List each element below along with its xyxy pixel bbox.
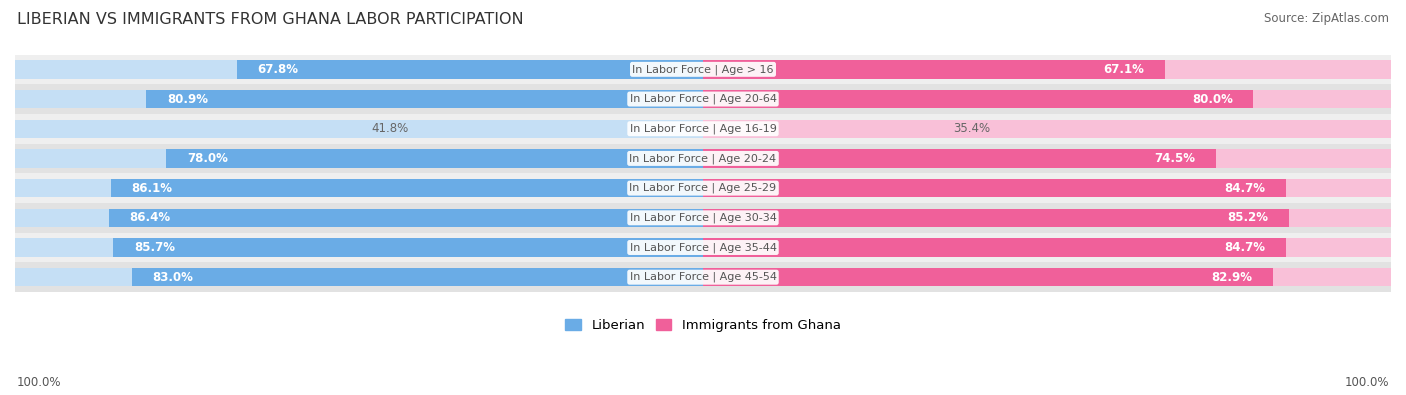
Text: 86.4%: 86.4%: [129, 211, 170, 224]
Bar: [15, 114, 1391, 143]
Bar: [703, 60, 1391, 79]
Bar: [703, 149, 1216, 167]
Bar: [703, 268, 1274, 286]
Bar: [15, 238, 703, 257]
Text: 82.9%: 82.9%: [1212, 271, 1253, 284]
Bar: [15, 90, 703, 108]
Bar: [15, 84, 1391, 114]
Bar: [703, 120, 1391, 138]
Text: 67.1%: 67.1%: [1104, 63, 1144, 76]
Text: 80.0%: 80.0%: [1192, 92, 1233, 105]
Text: 80.9%: 80.9%: [167, 92, 208, 105]
Bar: [15, 203, 1391, 233]
Bar: [236, 60, 703, 79]
Text: 74.5%: 74.5%: [1154, 152, 1195, 165]
Bar: [15, 143, 1391, 173]
Bar: [703, 60, 1164, 79]
Bar: [15, 60, 703, 79]
Bar: [15, 149, 703, 167]
Bar: [108, 209, 703, 227]
Text: 41.8%: 41.8%: [371, 122, 409, 135]
Bar: [703, 179, 1391, 198]
Bar: [15, 120, 703, 138]
Text: 78.0%: 78.0%: [187, 152, 228, 165]
Text: Source: ZipAtlas.com: Source: ZipAtlas.com: [1264, 12, 1389, 25]
Text: 67.8%: 67.8%: [257, 63, 298, 76]
Text: 35.4%: 35.4%: [953, 122, 991, 135]
Bar: [15, 268, 703, 286]
Bar: [703, 149, 1391, 167]
Text: In Labor Force | Age 20-64: In Labor Force | Age 20-64: [630, 94, 776, 104]
Bar: [703, 268, 1391, 286]
Text: In Labor Force | Age 25-29: In Labor Force | Age 25-29: [630, 183, 776, 194]
Bar: [15, 209, 703, 227]
Bar: [415, 120, 703, 138]
Text: In Labor Force | Age 30-34: In Labor Force | Age 30-34: [630, 213, 776, 223]
Text: 84.7%: 84.7%: [1225, 241, 1265, 254]
Text: 85.2%: 85.2%: [1227, 211, 1268, 224]
Text: In Labor Force | Age 20-24: In Labor Force | Age 20-24: [630, 153, 776, 164]
Text: In Labor Force | Age 35-44: In Labor Force | Age 35-44: [630, 242, 776, 253]
Bar: [114, 238, 703, 257]
Text: In Labor Force | Age 16-19: In Labor Force | Age 16-19: [630, 124, 776, 134]
Text: In Labor Force | Age > 16: In Labor Force | Age > 16: [633, 64, 773, 75]
Bar: [15, 173, 1391, 203]
Text: 86.1%: 86.1%: [131, 182, 173, 195]
Bar: [703, 179, 1285, 198]
Bar: [703, 120, 946, 138]
Text: In Labor Force | Age 45-54: In Labor Force | Age 45-54: [630, 272, 776, 282]
Bar: [15, 233, 1391, 262]
Text: LIBERIAN VS IMMIGRANTS FROM GHANA LABOR PARTICIPATION: LIBERIAN VS IMMIGRANTS FROM GHANA LABOR …: [17, 12, 523, 27]
Bar: [146, 90, 703, 108]
Legend: Liberian, Immigrants from Ghana: Liberian, Immigrants from Ghana: [560, 314, 846, 338]
Bar: [132, 268, 703, 286]
Text: 85.7%: 85.7%: [134, 241, 174, 254]
Bar: [703, 209, 1289, 227]
Bar: [703, 238, 1391, 257]
Bar: [166, 149, 703, 167]
Bar: [703, 90, 1391, 108]
Bar: [111, 179, 703, 198]
Bar: [15, 55, 1391, 84]
Bar: [15, 262, 1391, 292]
Text: 83.0%: 83.0%: [153, 271, 194, 284]
Text: 100.0%: 100.0%: [1344, 376, 1389, 389]
Bar: [15, 179, 703, 198]
Text: 100.0%: 100.0%: [17, 376, 62, 389]
Text: 84.7%: 84.7%: [1225, 182, 1265, 195]
Bar: [703, 209, 1391, 227]
Bar: [703, 238, 1285, 257]
Bar: [703, 90, 1253, 108]
